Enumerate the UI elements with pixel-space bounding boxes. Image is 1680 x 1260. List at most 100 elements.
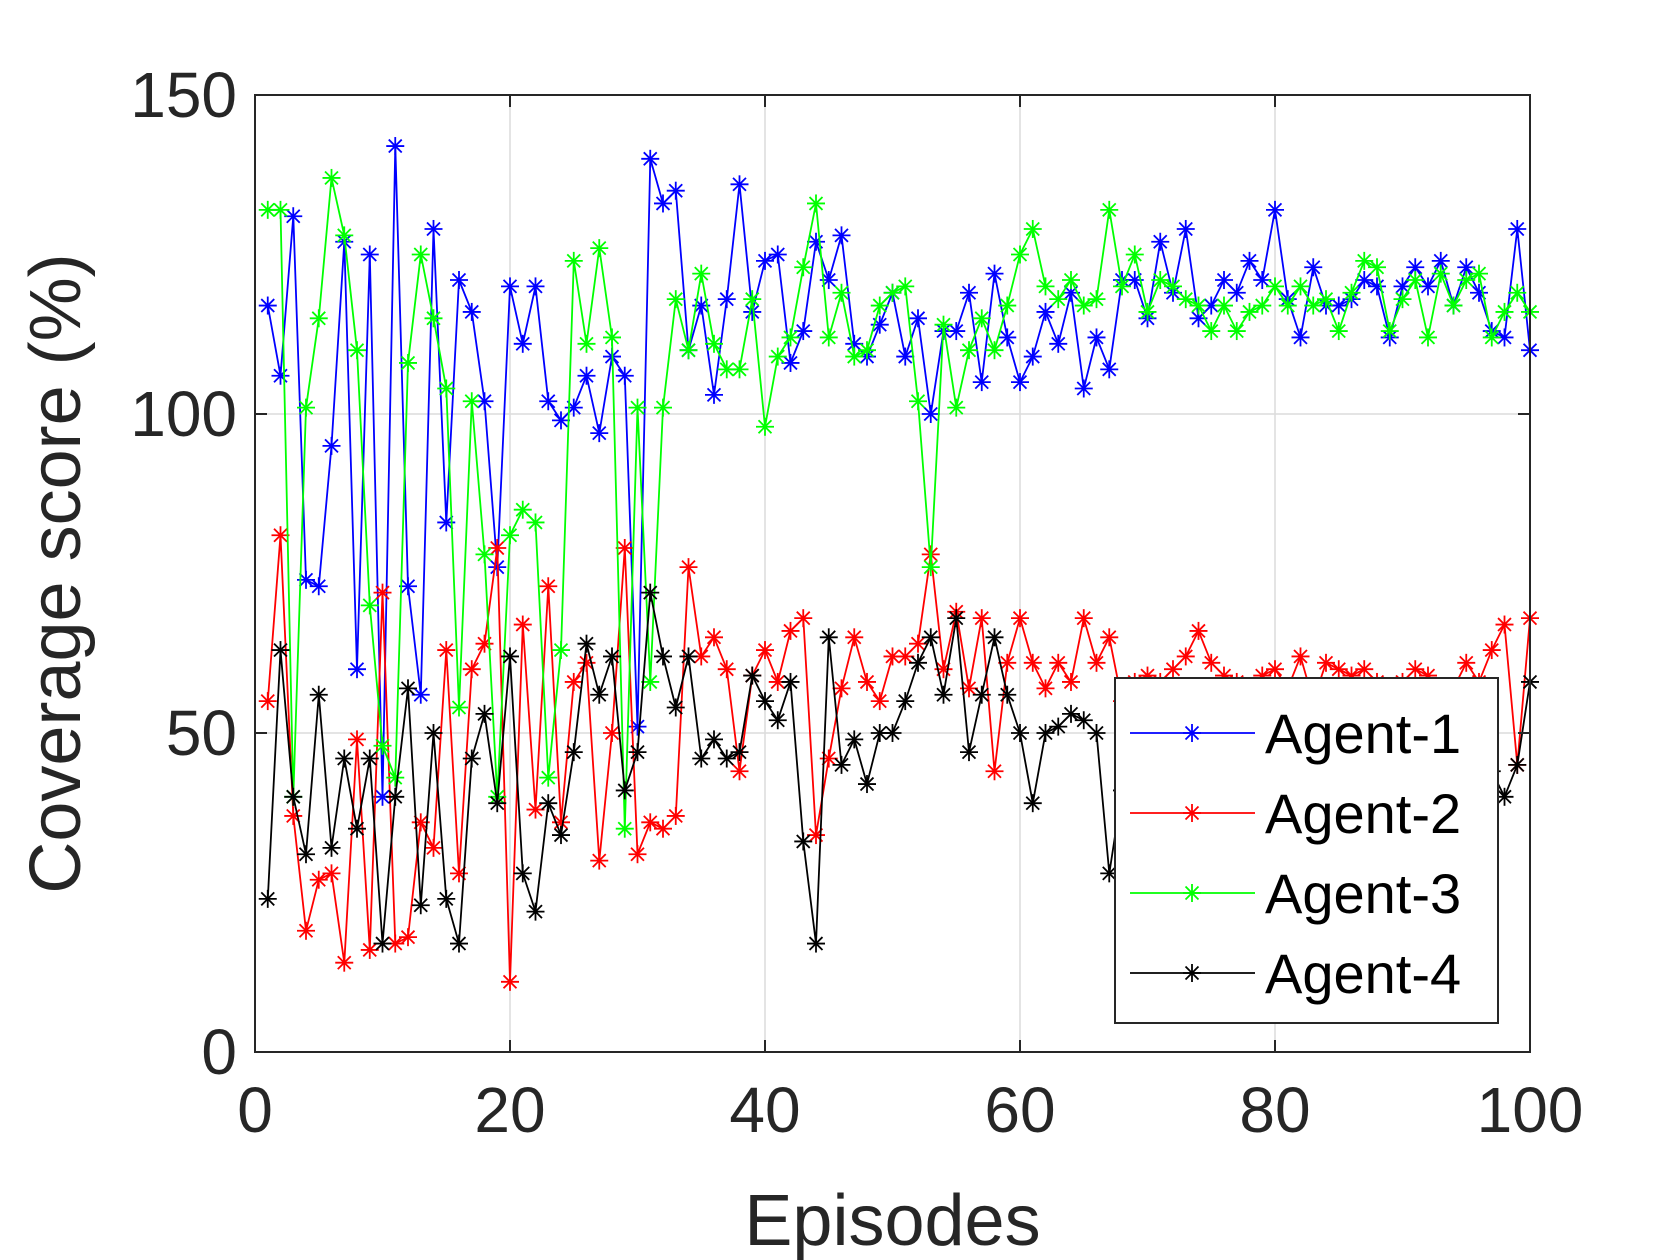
data-point [450, 698, 468, 717]
data-point [373, 934, 392, 953]
data-point [985, 264, 1004, 283]
data-point [1355, 271, 1374, 290]
data-point [666, 290, 685, 309]
data-point [386, 934, 405, 953]
data-point [322, 168, 341, 187]
data-point [271, 200, 290, 219]
data-point [1100, 628, 1119, 647]
data-point [832, 679, 851, 698]
data-point [297, 845, 315, 864]
data-point [1482, 641, 1501, 660]
data-point [1074, 379, 1093, 398]
data-point [921, 558, 940, 577]
data-point [360, 245, 379, 264]
plot-frame [254, 94, 1531, 1053]
data-point [717, 360, 736, 379]
data-point [998, 685, 1017, 704]
data-point [1049, 334, 1068, 353]
data-point [1495, 328, 1514, 347]
data-point [909, 392, 927, 411]
data-point [756, 251, 774, 270]
data-point [1176, 290, 1195, 309]
data-point [794, 832, 813, 851]
data-point [258, 692, 277, 711]
data-point [1457, 271, 1476, 290]
data-point [1100, 360, 1119, 379]
data-point [437, 379, 456, 398]
data-point [743, 666, 762, 685]
data-point [360, 940, 379, 959]
data-point [1431, 264, 1450, 283]
data-point [756, 417, 774, 436]
data-point [501, 277, 519, 296]
data-point [462, 660, 481, 679]
data-point [947, 398, 966, 417]
data-point [437, 889, 456, 908]
data-point [998, 296, 1017, 315]
data-point [437, 641, 456, 660]
data-point [1482, 328, 1501, 347]
data-point [960, 743, 978, 762]
data-point [807, 232, 825, 251]
data-point [896, 647, 915, 666]
data-point [373, 736, 392, 755]
legend-item: Agent-1 [1130, 702, 1461, 765]
data-point [526, 800, 545, 819]
data-point [1049, 653, 1068, 672]
data-point [501, 972, 519, 991]
x-axis-label: Episodes [744, 1181, 1040, 1260]
data-point [1023, 347, 1042, 366]
legend-marker [1183, 724, 1201, 742]
legend-label: Agent-2 [1265, 782, 1461, 845]
data-point [386, 768, 405, 787]
data-point [1049, 290, 1068, 309]
data-point [590, 239, 609, 258]
data-point [1329, 660, 1348, 679]
data-point [615, 538, 634, 557]
data-point [1406, 660, 1425, 679]
data-point [705, 385, 723, 404]
legend-label: Agent-4 [1265, 942, 1461, 1005]
data-point [794, 322, 813, 341]
data-point [1317, 290, 1335, 309]
data-point [972, 373, 991, 392]
data-point [845, 730, 864, 749]
data-point [730, 762, 749, 781]
data-point [1164, 277, 1182, 296]
data-point [1100, 200, 1119, 219]
data-point [654, 398, 672, 417]
data-point [271, 526, 290, 545]
data-point [1011, 724, 1029, 742]
data-point [258, 200, 277, 219]
data-point [858, 341, 876, 360]
data-point [271, 641, 290, 660]
data-point [411, 685, 430, 704]
data-point [1304, 296, 1323, 315]
data-point [909, 653, 927, 672]
x-tick-label: 100 [1477, 1074, 1584, 1146]
data-point [348, 730, 366, 749]
legend-label: Agent-3 [1265, 862, 1461, 925]
data-point [577, 366, 596, 385]
data-point [603, 724, 621, 742]
data-point [1074, 711, 1093, 730]
data-point [921, 405, 940, 423]
data-point [258, 296, 277, 315]
data-point [424, 724, 443, 742]
data-point [590, 424, 609, 443]
data-point [1380, 322, 1399, 341]
data-point [373, 583, 392, 602]
data-point [1508, 219, 1527, 238]
data-point [462, 392, 481, 411]
data-point [794, 258, 813, 277]
data-point [705, 730, 723, 749]
data-point [1087, 328, 1106, 347]
data-point [654, 647, 672, 666]
data-point [1278, 296, 1297, 315]
data-point [794, 609, 813, 628]
data-point [564, 672, 583, 691]
data-point [819, 328, 838, 347]
data-point [845, 628, 864, 647]
data-point [1151, 271, 1170, 290]
data-point [1291, 277, 1310, 296]
